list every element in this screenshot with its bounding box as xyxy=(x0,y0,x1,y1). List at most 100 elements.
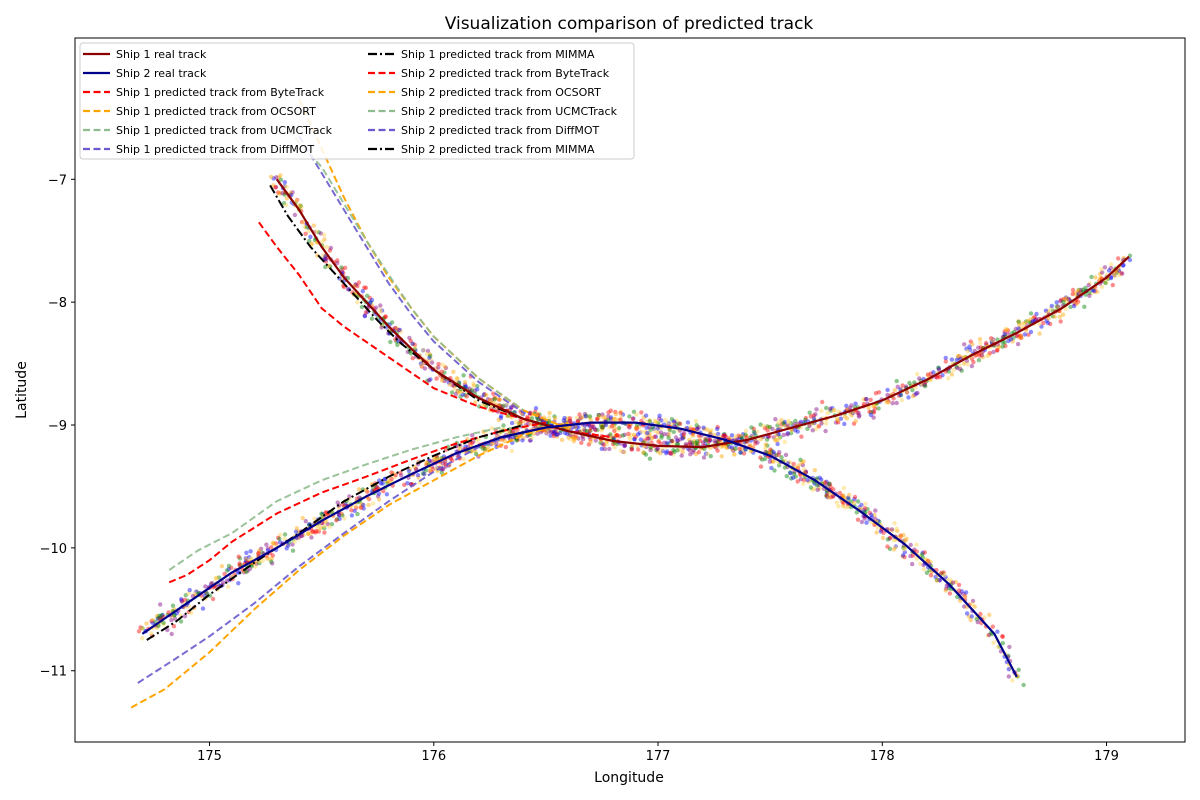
scatter-point xyxy=(461,456,466,462)
scatter-point xyxy=(647,418,652,423)
scatter-point xyxy=(777,450,782,455)
scatter-point xyxy=(655,426,661,431)
scatter-point xyxy=(398,470,403,476)
scatter-point xyxy=(738,433,743,438)
scatter-point xyxy=(247,566,252,572)
scatter-point xyxy=(325,521,330,527)
scatter-point xyxy=(951,367,956,373)
scatter-point xyxy=(904,390,910,395)
scatter-point xyxy=(270,561,275,566)
scatter-point xyxy=(546,419,552,424)
scatter-point xyxy=(310,529,315,534)
scatter-point xyxy=(904,536,909,541)
scatter-point xyxy=(936,365,941,370)
scatter-point xyxy=(393,473,398,478)
scatter-point xyxy=(826,495,831,500)
scatter-point xyxy=(666,435,671,440)
scatter-point xyxy=(662,440,667,445)
legend-label: Ship 1 predicted track from UCMCTrack xyxy=(116,124,333,137)
scatter-point xyxy=(956,354,962,359)
scatter-point xyxy=(915,390,920,396)
scatter-point xyxy=(871,404,876,409)
y-axis-label: Latitude xyxy=(14,361,30,419)
scatter-point xyxy=(1032,314,1037,320)
scatter-point xyxy=(626,434,632,439)
scatter-point xyxy=(288,190,293,196)
scatter-point xyxy=(1062,297,1068,302)
scatter-point xyxy=(643,413,649,418)
scatter-point xyxy=(149,619,154,624)
scatter-point xyxy=(154,625,160,630)
scatter-point xyxy=(782,423,788,429)
scatter-point xyxy=(837,490,843,496)
scatter-point xyxy=(869,512,874,517)
scatter-point xyxy=(959,589,964,594)
scatter-point xyxy=(767,450,772,455)
scatter-point xyxy=(482,448,488,454)
scatter-point xyxy=(214,584,219,589)
scatter-point xyxy=(600,425,605,430)
scatter-point xyxy=(508,426,513,432)
series-line xyxy=(269,184,569,433)
scatter-point xyxy=(593,438,598,443)
scatter-point xyxy=(687,437,692,442)
scatter-point xyxy=(702,436,708,441)
scatter-point xyxy=(680,435,686,440)
scatter-point xyxy=(835,417,840,423)
scatter-point xyxy=(470,439,476,444)
scatter-point xyxy=(705,427,710,432)
scatter-point xyxy=(408,338,413,344)
scatter-point xyxy=(157,616,163,621)
scatter-point xyxy=(922,382,928,387)
scatter-point xyxy=(299,533,305,538)
scatter-point xyxy=(378,481,384,486)
scatter-point xyxy=(1016,319,1021,324)
scatter-point xyxy=(353,504,358,509)
scatter-point xyxy=(452,386,457,391)
scatter-point xyxy=(1067,297,1072,302)
scatter-point xyxy=(969,356,975,361)
scatter-point xyxy=(824,479,829,484)
scatter-point xyxy=(1010,339,1015,344)
scatter-point xyxy=(658,451,663,456)
scatter-point xyxy=(653,419,658,424)
scatter-point xyxy=(782,439,787,445)
scatter-point xyxy=(671,419,676,424)
scatter-point xyxy=(729,447,735,452)
scatter-point xyxy=(727,444,732,449)
scatter-point xyxy=(475,383,480,389)
scatter-point xyxy=(966,614,972,619)
scatter-point xyxy=(172,616,178,621)
scatter-point xyxy=(258,546,264,551)
scatter-point xyxy=(412,345,418,350)
scatter-point xyxy=(724,445,729,450)
scatter-point xyxy=(222,571,227,577)
scatter-point xyxy=(798,457,803,462)
scatter-point xyxy=(277,536,282,542)
scatter-point xyxy=(902,538,907,543)
scatter-point xyxy=(781,422,786,427)
scatter-point xyxy=(776,431,781,437)
scatter-point xyxy=(893,544,898,549)
scatter-point xyxy=(440,461,445,466)
scatter-point xyxy=(194,589,200,594)
scatter-point xyxy=(306,228,311,234)
scatter-point xyxy=(608,432,613,437)
scatter-point xyxy=(1030,318,1036,324)
scatter-point xyxy=(943,355,948,361)
scatter-point xyxy=(273,541,279,546)
scatter-point xyxy=(741,440,747,445)
scatter-point xyxy=(678,437,683,442)
scatter-point xyxy=(1054,300,1059,305)
scatter-point xyxy=(596,412,602,418)
scatter-point xyxy=(339,511,344,517)
scatter-point xyxy=(548,433,553,438)
scatter-point xyxy=(636,424,642,429)
scatter-point xyxy=(559,437,565,443)
scatter-point xyxy=(618,413,624,419)
scatter-point xyxy=(259,550,265,555)
scatter-point xyxy=(779,418,784,423)
y-tick-label: −10 xyxy=(40,542,67,557)
scatter-point xyxy=(910,388,915,393)
scatter-point xyxy=(873,391,879,396)
